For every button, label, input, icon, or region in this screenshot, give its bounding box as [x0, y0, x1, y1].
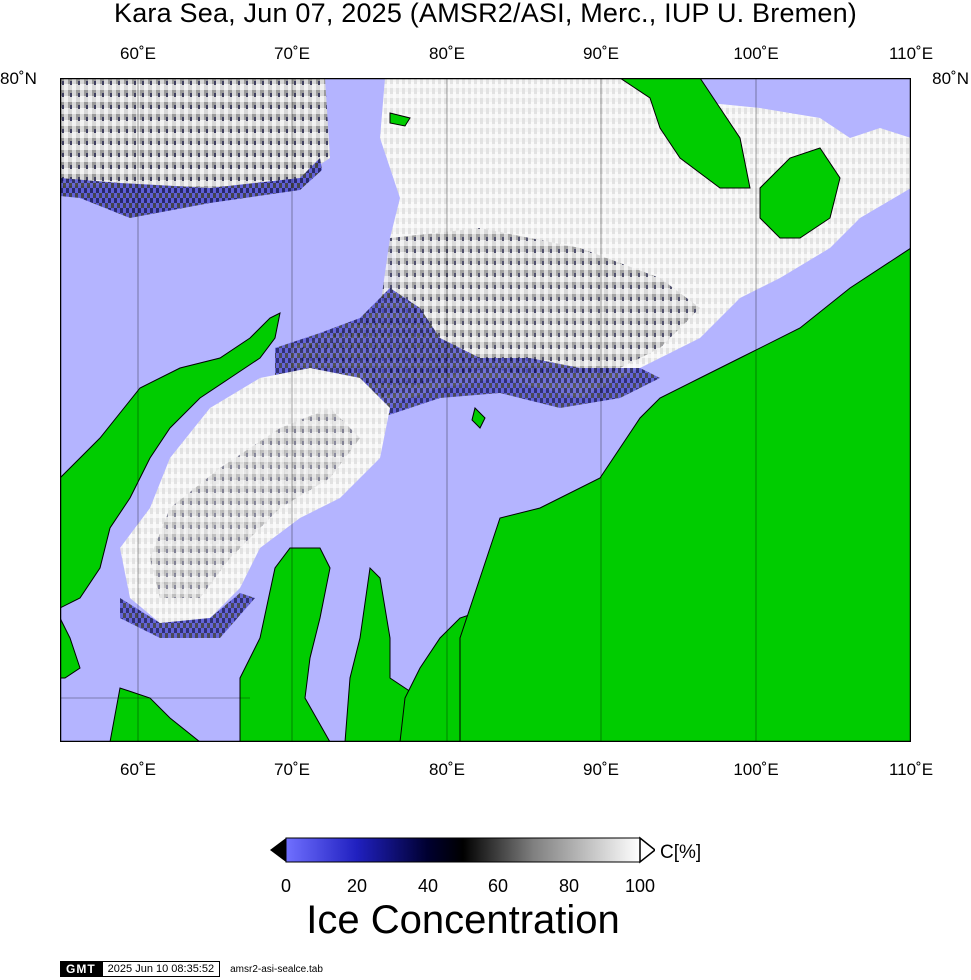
south-land-strip: [109, 687, 201, 742]
timestamp: 2025 Jun 10 08:35:52: [101, 961, 221, 977]
colorbar-tick: 20: [346, 876, 368, 896]
colorbar-tick: 0: [280, 876, 291, 896]
lat-label-right: 80˚N: [932, 69, 969, 88]
small-island: [389, 112, 411, 127]
colorbar-high-arrow: [639, 836, 655, 864]
ice-edge-northwest: [60, 158, 322, 218]
novaya-zemlya: [60, 312, 281, 609]
footer: GMT 2025 Jun 10 08:35:52 amsr2-asi-sealc…: [60, 961, 323, 977]
lon-label-bottom: 90˚E: [583, 760, 619, 779]
colorbar-title: Ice Concentration: [306, 898, 620, 942]
sea-ice-map: [60, 78, 911, 742]
map-title: Kara Sea, Jun 07, 2025 (AMSR2/ASI, Merc.…: [113, 0, 857, 28]
lat-label-left: 80˚N: [0, 69, 37, 88]
graticule: [60, 78, 757, 742]
ice-pack-northwest: [60, 78, 330, 188]
ice-mix-southwest: [150, 408, 360, 598]
lon-label-top: 110˚E: [888, 44, 934, 63]
colorbar-unit: C[%]: [660, 842, 702, 863]
lon-label-bottom: 70˚E: [274, 760, 310, 779]
lon-label-top: 80˚E: [429, 44, 465, 63]
gmt-logo: GMT: [60, 961, 102, 977]
colorbar-tick: 40: [417, 876, 439, 896]
lon-label-top: 70˚E: [274, 44, 310, 63]
ice-edge-southwest: [120, 593, 255, 638]
severnaya-zemlya-east: [759, 147, 841, 239]
severnaya-zemlya: [619, 78, 751, 189]
colorbar-tick: 80: [558, 876, 580, 896]
colorbar-tick: 100: [624, 876, 656, 896]
colorbar-scale: [285, 837, 641, 863]
lon-label-bottom: 100˚E: [733, 760, 779, 779]
lon-label-top: 60˚E: [120, 44, 156, 63]
lon-label-top: 90˚E: [583, 44, 619, 63]
lon-label-top: 100˚E: [733, 44, 779, 63]
taymyr-mainland: [459, 247, 911, 742]
colorbar-tick: 60: [487, 876, 509, 896]
colorbar-low-arrow: [270, 838, 286, 862]
lon-label-bottom: 60˚E: [120, 760, 156, 779]
colorbar: [270, 836, 655, 864]
lon-label-bottom: 80˚E: [429, 760, 465, 779]
yamal-peninsula: [239, 547, 331, 742]
novaya-zemlya-south: [60, 617, 81, 679]
source-file: amsr2-asi-sealce.tab: [230, 963, 323, 975]
small-island: [471, 407, 486, 429]
lon-label-bottom: 110˚E: [888, 760, 934, 779]
